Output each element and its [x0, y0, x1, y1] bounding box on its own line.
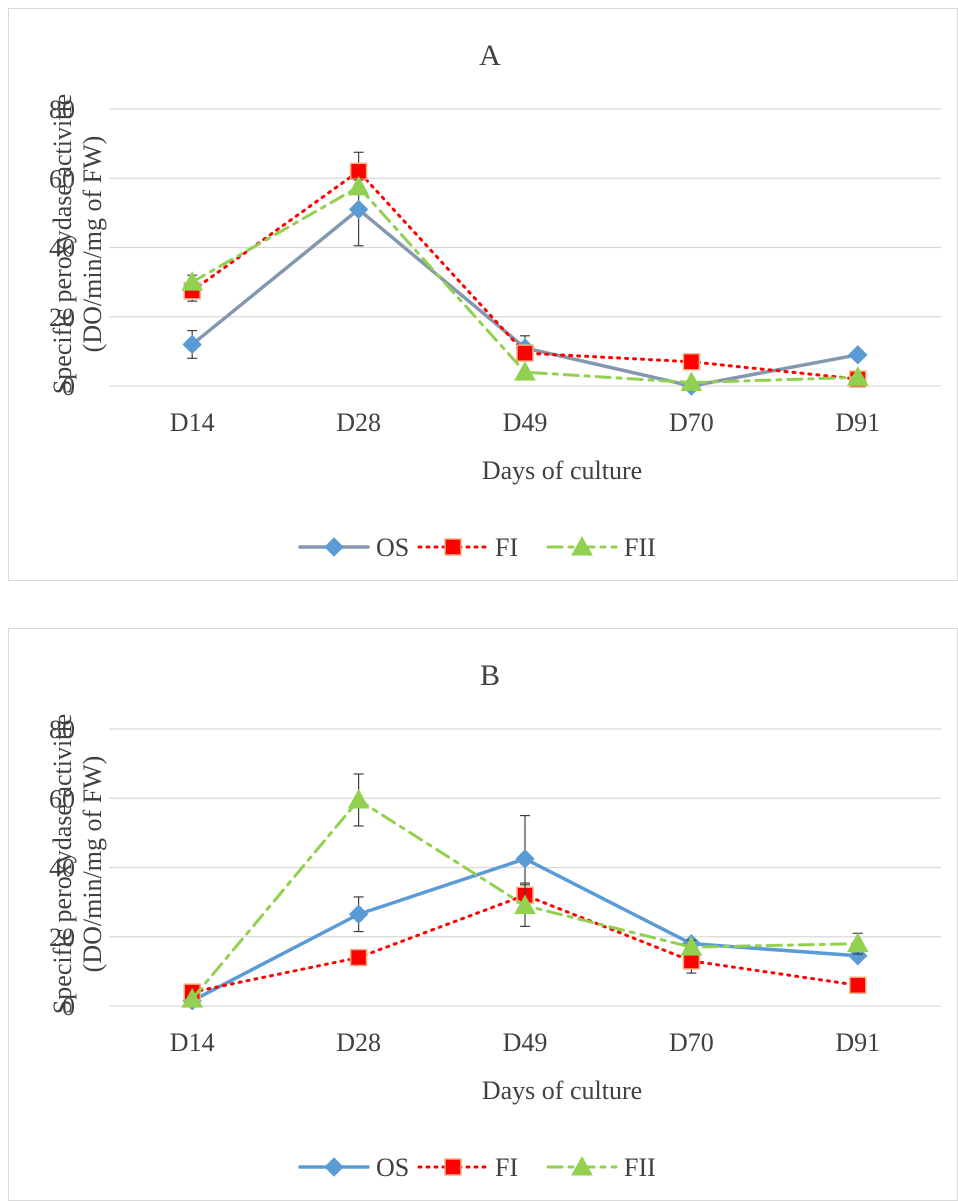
legend-item-fi: FI	[417, 533, 518, 562]
series-line	[190, 893, 860, 994]
chart-title: B	[480, 659, 500, 692]
data-point	[515, 849, 535, 869]
x-tick-label: D70	[669, 1028, 714, 1057]
data-point	[348, 199, 369, 220]
data-point	[181, 271, 204, 291]
y-axis-title-line1: Specific peroxydase activitie	[48, 714, 77, 1014]
x-tick-label: D28	[336, 1028, 381, 1057]
data-point	[680, 936, 703, 956]
series-fii	[181, 175, 869, 392]
data-point	[682, 353, 701, 371]
chart-panel-b: B 0 20 40 60 80 D14 D28 D49 D70 D91 Days of culture…	[8, 628, 958, 1201]
legend-label: FII	[624, 1153, 656, 1182]
x-tick-label: D14	[170, 408, 215, 437]
legend-marker	[324, 1157, 344, 1177]
legend-item-os: OS	[298, 533, 409, 562]
data-point	[848, 345, 868, 365]
legend-label: FII	[624, 533, 656, 562]
x-tick-label: D49	[503, 408, 548, 437]
data-point	[181, 988, 204, 1008]
data-point	[182, 334, 202, 355]
data-point	[849, 976, 867, 994]
y-tick-label: 0	[62, 992, 75, 1021]
y-tick-label: 60	[49, 784, 75, 813]
data-point	[514, 894, 536, 915]
x-tick-label: D14	[170, 1028, 215, 1057]
data-point	[516, 344, 534, 362]
legend-item-fii: FII	[546, 533, 656, 562]
legend-marker	[444, 1158, 462, 1176]
data-point	[514, 361, 536, 381]
y-axis-title-line2: (DO/min/mg of FW)	[78, 136, 107, 353]
data-point	[347, 788, 370, 809]
chart-b: B 0 20 40 60 80 D14 D28 D49 D70 D91 Days of culture…	[48, 659, 941, 1182]
legend-marker	[571, 535, 593, 556]
legend-label: FI	[495, 1153, 518, 1182]
chart-a: A 0 20 40 60 80 D14 D28 D49 D70 D91 Days of culture…	[48, 39, 941, 562]
chart-title: A	[479, 39, 501, 72]
y-tick-label: 80	[49, 715, 75, 744]
legend-marker	[444, 538, 462, 556]
x-tick-label: D91	[835, 1028, 880, 1057]
legend-item-fii: FII	[546, 1153, 656, 1182]
chart-panel-a: A 0 20 40 60 80 D14 D28 D49 D70 D91 Days of culture…	[8, 8, 958, 581]
legend-item-fi: FI	[417, 1153, 518, 1182]
x-axis-title: Days of culture	[482, 456, 642, 485]
data-point	[846, 366, 869, 386]
data-point	[846, 932, 869, 953]
x-axis-title: Days of culture	[482, 1076, 642, 1105]
y-tick-label: 40	[49, 854, 75, 883]
y-axis-title-line1: Specific peroxydase activitie	[48, 94, 77, 394]
x-tick-label: D28	[336, 408, 381, 437]
legend-item-os: OS	[298, 1153, 409, 1182]
legend-marker	[571, 1155, 593, 1176]
y-tick-label: 40	[49, 234, 75, 263]
data-point	[347, 175, 370, 196]
legend-label: FI	[495, 533, 518, 562]
data-point	[348, 904, 369, 924]
y-tick-label: 60	[49, 164, 75, 193]
y-axis-title-line2: (DO/min/mg of FW)	[78, 756, 107, 973]
legend: OS FI FII	[298, 533, 656, 562]
x-tick-label: D91	[835, 408, 880, 437]
legend: OS FI FII	[298, 1153, 656, 1182]
series-fii	[181, 773, 869, 1008]
y-tick-label: 20	[49, 923, 75, 952]
legend-marker	[324, 537, 344, 557]
y-tick-label: 0	[62, 372, 75, 401]
legend-label: OS	[376, 533, 409, 562]
x-tick-label: D70	[669, 408, 714, 437]
legend-label: OS	[376, 1153, 409, 1182]
y-tick-label: 20	[49, 303, 75, 332]
data-point	[349, 948, 368, 967]
y-tick-label: 80	[49, 95, 75, 124]
data-point	[680, 371, 703, 392]
x-tick-label: D49	[503, 1028, 548, 1057]
